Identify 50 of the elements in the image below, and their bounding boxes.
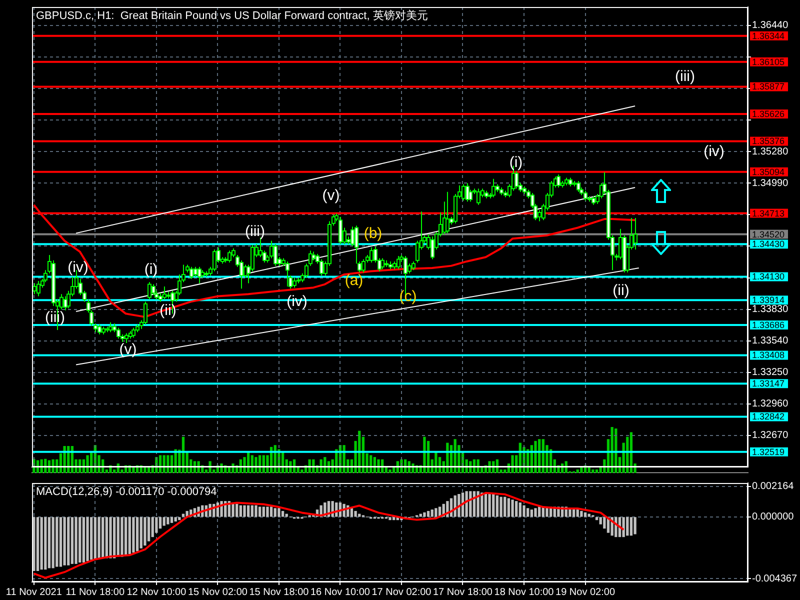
chart-title: GBPUSD.c, H1: Great Britain Pound vs US Dollar Forward contract, 英镑对美元: [36, 9, 428, 22]
ref-line-label: 1.33686: [752, 320, 785, 330]
x-tick-label: 11 Nov 2021: [6, 586, 62, 598]
x-tick-label: 18 Nov 10:00: [494, 586, 554, 598]
y-tick-label: 1.36440: [752, 20, 789, 32]
ref-line-label: 1.32842: [752, 412, 785, 422]
annotation: (i): [144, 261, 158, 278]
annotation: (i): [509, 154, 523, 172]
ref-line-label: 1.35626: [752, 108, 785, 119]
ref-line-label: 1.32519: [752, 446, 785, 457]
chart-title: MACD(12,26,9) -0.001170 -0.000794: [36, 486, 217, 498]
x-tick-label: 17 Nov 02:00: [372, 586, 432, 598]
annotation: (b): [364, 225, 382, 242]
x-tick-label: 11 Nov 18:00: [66, 586, 125, 598]
y-tick-label: 1.32960: [752, 398, 789, 410]
ref-line-label: 1.33147: [752, 378, 785, 389]
ref-line-label: 1.35376: [752, 136, 785, 146]
ref-line-label: 1.34713: [752, 208, 785, 218]
ref-line-label: 1.35877: [752, 82, 785, 92]
annotation: (v): [322, 187, 340, 204]
x-tick-label: 15 Nov 02:00: [188, 586, 248, 598]
annotation: (a): [344, 272, 364, 290]
ref-line-label: 1.34520: [752, 229, 785, 240]
x-tick-label: 17 Nov 18:00: [433, 586, 493, 598]
ref-line-label: 1.34430: [752, 239, 785, 250]
x-tick-label: 12 Nov 10:00: [126, 586, 187, 598]
y-tick-label: 1.33540: [752, 336, 789, 347]
y-tick-label: 1.33830: [752, 304, 789, 316]
annotation: (ii): [612, 282, 630, 300]
y-tick-label: 1.34990: [752, 178, 789, 189]
ref-line-label: 1.36105: [752, 56, 785, 67]
annotation: (iv): [68, 259, 88, 276]
y-tick-label: 1.33250: [752, 367, 789, 378]
x-tick-label: 19 Nov 02:00: [556, 586, 616, 598]
y-tick-label: 1.32670: [752, 430, 789, 442]
y-tick-label: -0.004367: [752, 573, 798, 584]
ref-line-label: 1.35094: [752, 166, 785, 177]
ref-line-label: 1.33408: [752, 350, 785, 360]
x-tick-label: 15 Nov 18:00: [249, 586, 310, 598]
y-tick-label: 0.000000: [752, 512, 794, 523]
y-tick-label: 0.002164: [752, 481, 794, 492]
annotation: (iv): [704, 143, 724, 160]
ref-line-label: 1.34130: [752, 272, 785, 282]
ref-line-label: 1.33914: [752, 295, 785, 306]
ref-line-label: 1.36344: [752, 30, 785, 41]
y-tick-label: 1.35280: [752, 146, 789, 158]
annotation: (iii): [675, 68, 695, 86]
annotation: (iii): [245, 223, 265, 240]
annotation: (v): [119, 341, 137, 358]
x-tick-label: 16 Nov 10:00: [310, 586, 370, 598]
